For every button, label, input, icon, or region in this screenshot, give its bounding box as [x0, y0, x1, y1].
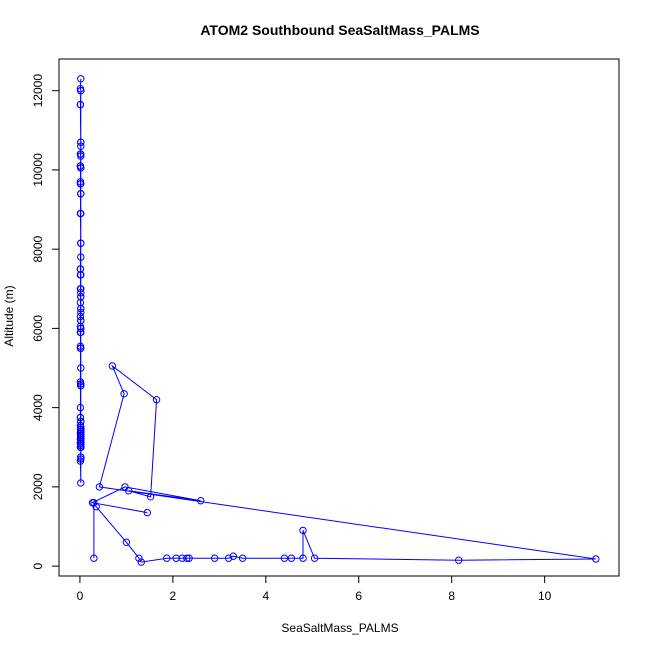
data-point	[76, 457, 85, 465]
data-point	[76, 180, 85, 188]
x-tick-label: 6	[355, 589, 362, 603]
data-point	[224, 554, 233, 562]
y-tick-label: 0	[31, 562, 45, 569]
data-point	[299, 526, 307, 535]
y-tick-label: 10000	[31, 153, 45, 187]
data-point	[77, 304, 85, 313]
x-axis: 0 2 4 6 8 10	[77, 575, 552, 603]
data-point	[183, 554, 191, 562]
chart-title: ATOM2 Southbound SeaSaltMass_PALMS	[200, 22, 479, 38]
data-point	[143, 508, 152, 517]
data-point	[95, 483, 104, 491]
y-tick-label: 12000	[31, 74, 45, 108]
data-point	[77, 152, 85, 160]
data-point	[77, 364, 85, 372]
data-point	[76, 413, 85, 422]
data-point	[280, 554, 289, 562]
data-point	[77, 479, 85, 487]
data-point	[592, 555, 600, 563]
data-point	[77, 209, 85, 218]
data-point	[77, 285, 85, 293]
series-line-2	[90, 364, 596, 563]
data-point	[77, 308, 85, 317]
y-tick-label: 4000	[31, 394, 45, 421]
x-tick-label: 10	[538, 589, 552, 603]
data-point	[76, 271, 85, 279]
y-tick-label: 2000	[31, 473, 45, 500]
data-point	[76, 312, 85, 321]
data-point	[77, 437, 85, 445]
data-point	[125, 487, 133, 495]
data-point	[77, 431, 85, 440]
data-point	[197, 497, 205, 505]
data-point	[152, 396, 161, 404]
data-point	[135, 554, 143, 562]
data-point	[77, 380, 85, 388]
data-point	[146, 493, 155, 501]
data-point	[163, 554, 171, 562]
data-point	[76, 344, 85, 352]
data-point	[77, 453, 85, 461]
data-point	[229, 552, 238, 560]
data-point	[108, 362, 117, 370]
data-point	[77, 289, 85, 297]
data-point	[77, 190, 85, 198]
data-point	[121, 483, 129, 491]
data-point	[76, 403, 85, 412]
data-point	[310, 554, 319, 562]
data-point	[120, 390, 128, 398]
data-point	[76, 328, 85, 337]
data-point	[178, 554, 186, 562]
data-point	[77, 439, 85, 447]
data-point	[77, 164, 85, 172]
y-tick-label: 8000	[31, 235, 45, 262]
data-point	[90, 554, 98, 562]
data-point	[122, 538, 131, 546]
data-point	[77, 138, 85, 146]
data-point	[211, 554, 219, 562]
y-axis-label: Altitude (m)	[2, 285, 16, 346]
data-point	[77, 253, 85, 261]
x-tick-label: 0	[77, 589, 84, 603]
y-tick-label: 6000	[31, 315, 45, 342]
data-point	[238, 554, 247, 562]
data-point	[299, 554, 307, 562]
data-point	[77, 142, 85, 150]
x-tick-label: 4	[262, 589, 269, 603]
data-point	[76, 100, 85, 109]
data-point	[77, 87, 85, 95]
data-point	[77, 316, 85, 325]
data-point	[77, 324, 85, 333]
data-point	[287, 554, 296, 562]
y-axis: 0 2000 4000 6000 8000 10000 12000	[31, 74, 60, 569]
data-point	[77, 427, 85, 436]
data-point	[137, 558, 146, 566]
x-axis-label: SeaSaltMass_PALMS	[281, 621, 398, 635]
data-point	[455, 556, 463, 564]
data-point	[77, 75, 85, 83]
data-point	[77, 435, 85, 443]
data-point	[185, 554, 193, 562]
series-layer	[76, 75, 600, 566]
data-point	[88, 499, 97, 507]
data-point	[77, 150, 85, 158]
data-point	[77, 293, 85, 301]
plot-frame	[58, 58, 620, 577]
x-tick-label: 2	[170, 589, 177, 603]
data-point	[77, 239, 85, 247]
x-tick-label: 8	[448, 589, 455, 603]
data-point	[92, 503, 100, 511]
data-point	[77, 423, 85, 432]
data-point	[77, 382, 85, 390]
